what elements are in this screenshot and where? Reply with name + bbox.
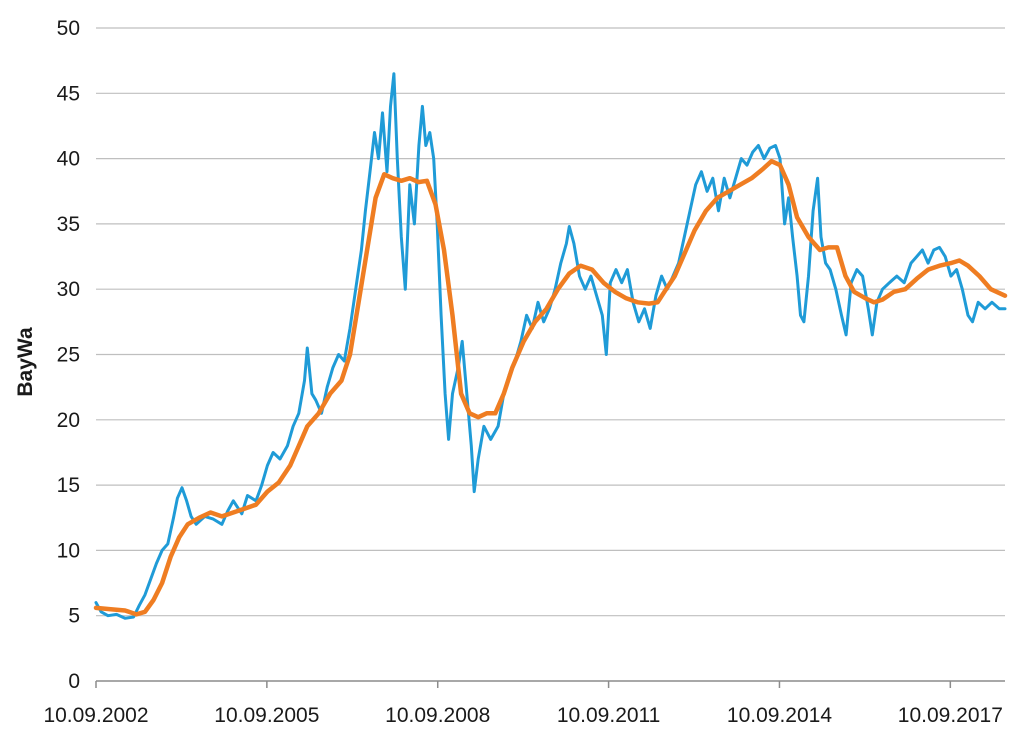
x-tick-label: 10.09.2002 [43, 704, 148, 727]
y-tick-label: 25 [57, 344, 80, 367]
y-axis-title: BayWa [14, 327, 37, 397]
y-tick-label: 5 [68, 605, 80, 628]
y-tick-label: 10 [57, 539, 80, 562]
y-tick-label: 35 [57, 213, 80, 236]
y-axis-tick-labels: 0 5 10 15 20 25 30 35 40 45 50 [57, 17, 80, 693]
y-tick-label: 30 [57, 278, 80, 301]
x-tick-label: 10.09.2011 [557, 704, 661, 727]
x-tick-label: 10.09.2008 [385, 704, 490, 727]
x-axis: 10.09.2002 10.09.2005 10.09.2008 10.09.2011… [43, 680, 1005, 727]
x-tick-label: 10.09.2017 [898, 704, 1003, 727]
y-tick-label: 45 [57, 82, 80, 105]
x-tick-label: 10.09.2005 [214, 704, 319, 727]
series-lines [93, 72, 1008, 620]
y-tick-label: 50 [57, 17, 80, 40]
x-tick-label: 10.09.2014 [727, 704, 832, 727]
series-line-average [93, 158, 1008, 617]
y-tick-label: 40 [57, 148, 80, 171]
gridlines [96, 27, 1005, 617]
y-tick-label: 20 [57, 409, 80, 432]
y-tick-label: 0 [68, 670, 80, 693]
series-line-price [94, 72, 1007, 620]
y-tick-label: 15 [57, 474, 80, 497]
